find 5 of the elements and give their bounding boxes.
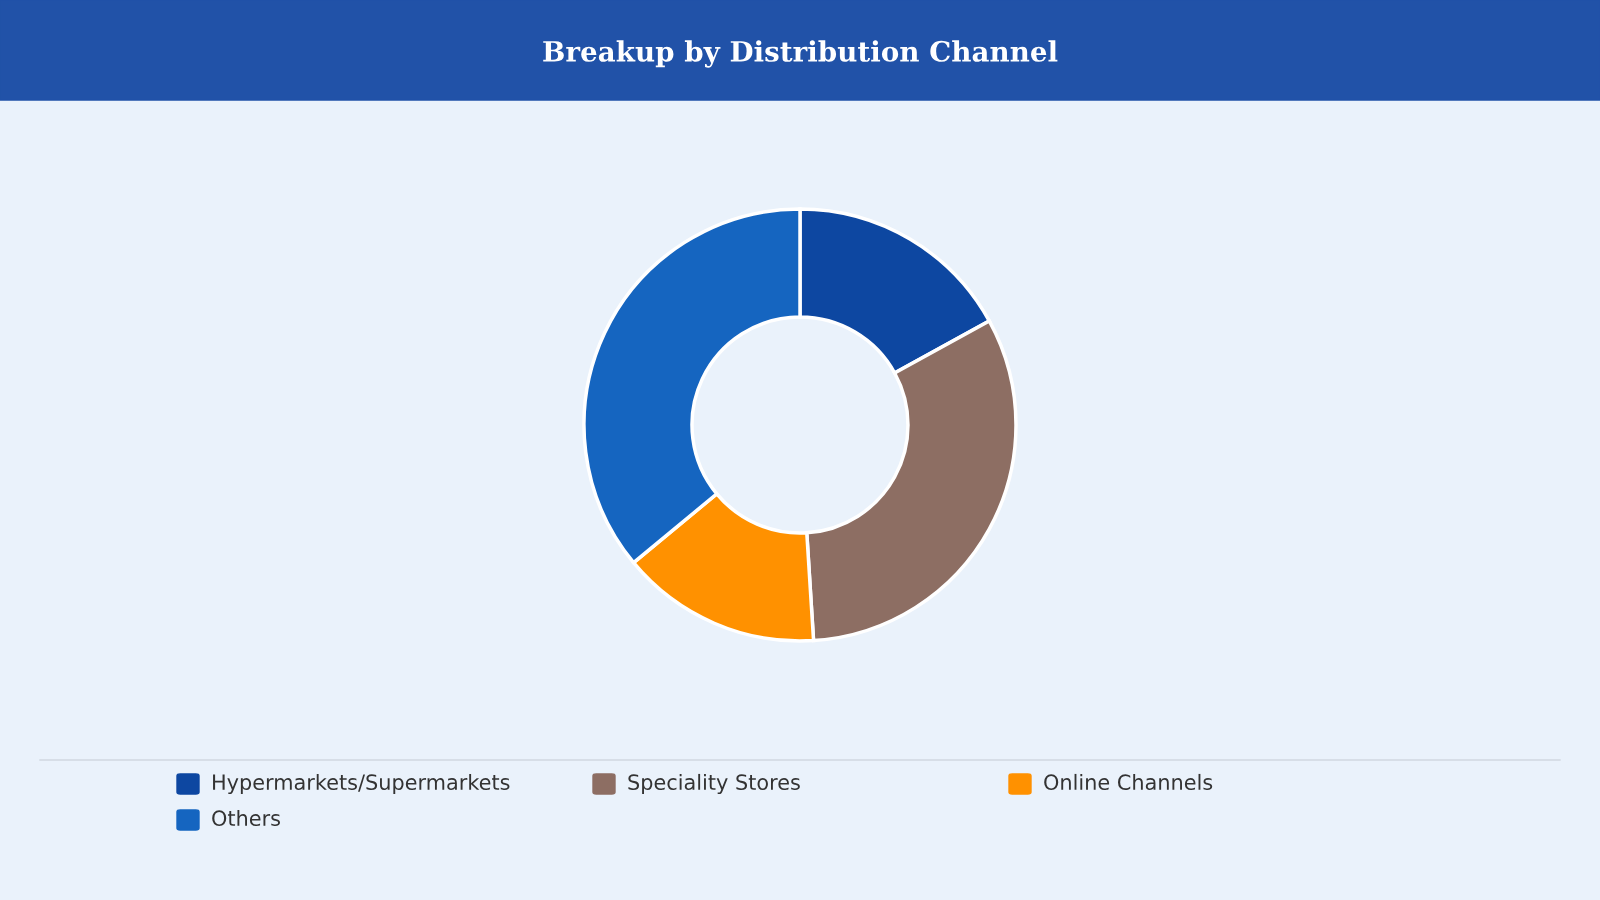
chart-title: Breakup by Distribution Channel xyxy=(543,40,1058,68)
legend-label: Online Channels xyxy=(1044,773,1213,791)
legend-label: Speciality Stores xyxy=(628,773,800,795)
legend-label: Hypermarkets/Supermarkets xyxy=(213,773,510,795)
legend-label: Others xyxy=(212,809,280,827)
